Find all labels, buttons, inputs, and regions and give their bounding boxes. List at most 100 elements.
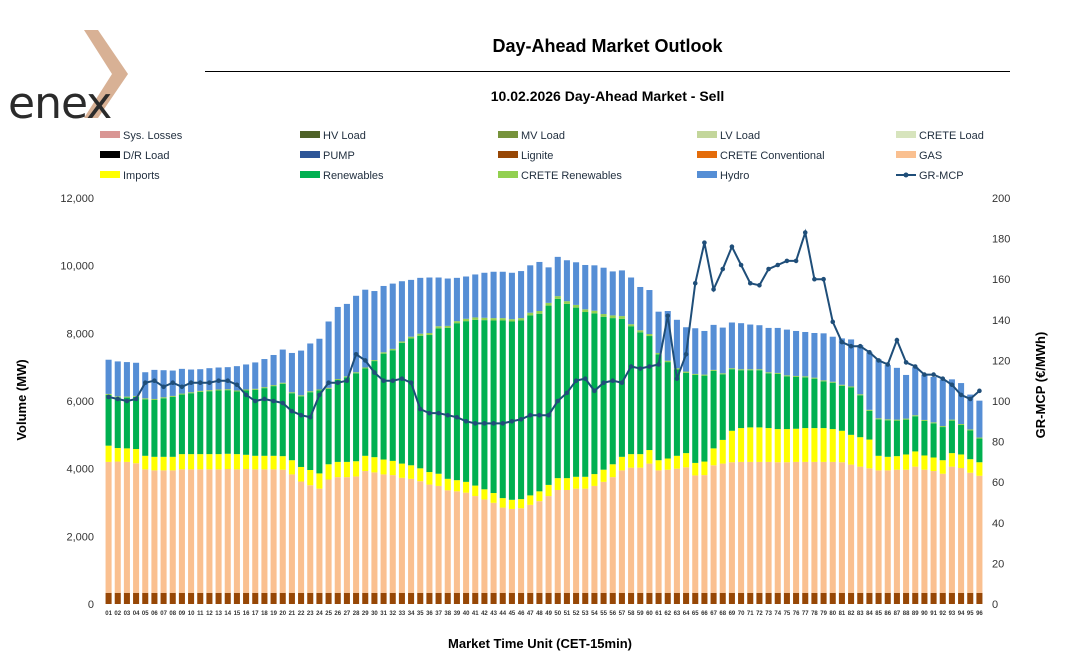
bar-gas — [151, 470, 158, 593]
bar-imports — [793, 428, 800, 462]
bar-lignite — [224, 592, 231, 604]
bar-crete-renewables — [298, 395, 305, 397]
bar-imports — [774, 429, 781, 463]
bar-imports — [435, 473, 442, 486]
bar-imports — [536, 491, 543, 502]
x-tick-label: 32 — [389, 611, 396, 617]
bar-hydro — [123, 362, 130, 397]
bar-gas — [829, 461, 836, 593]
x-tick-label: 29 — [362, 611, 369, 617]
bar-lignite — [371, 592, 378, 604]
bar-lignite — [398, 592, 405, 604]
x-tick-label: 20 — [279, 611, 286, 617]
bar-gas — [756, 461, 763, 593]
bar-lignite — [490, 592, 497, 604]
x-tick-label: 94 — [958, 611, 965, 617]
bar-gas — [508, 508, 515, 593]
bar-renewables — [646, 336, 653, 451]
bar-renewables — [728, 369, 735, 431]
bar-lignite — [893, 592, 900, 604]
mcp-point — [188, 380, 194, 386]
mcp-point — [482, 421, 487, 426]
x-tick-label: 61 — [655, 611, 662, 617]
bar-renewables — [710, 370, 717, 449]
bar-renewables — [554, 298, 561, 479]
bar-gas — [188, 469, 195, 593]
bar-imports — [114, 448, 121, 462]
bar-crete-renewables — [802, 376, 809, 378]
y2-tick-label: 140 — [992, 315, 1010, 327]
bar-lignite — [939, 592, 946, 604]
bar-lignite — [279, 592, 286, 604]
mcp-point — [848, 343, 854, 349]
mcp-point — [720, 266, 726, 272]
bar-renewables — [178, 394, 185, 455]
x-tick-label: 34 — [408, 611, 415, 617]
bar-lignite — [692, 592, 699, 604]
x-tick-label: 52 — [573, 611, 580, 617]
bar-gas — [728, 462, 735, 593]
bar-renewables — [793, 376, 800, 429]
legend-swatch-imports — [100, 171, 120, 178]
bar-gas — [371, 472, 378, 593]
y2-tick-label: 40 — [992, 518, 1004, 530]
y2-tick-label: 0 — [992, 599, 998, 611]
y2-tick-label: 200 — [992, 193, 1010, 205]
bar-renewables — [765, 373, 772, 429]
x-tick-label: 96 — [976, 611, 983, 617]
bar-gas — [783, 462, 790, 593]
bar-crete-renewables — [398, 341, 405, 343]
bar-crete-renewables — [325, 387, 332, 389]
bar-crete-renewables — [499, 318, 506, 321]
bar-renewables — [224, 390, 231, 454]
x-tick-label: 39 — [454, 611, 461, 617]
legend-label-lv-load: LV Load — [720, 130, 760, 142]
bar-hydro — [417, 277, 424, 334]
x-tick-label: 47 — [527, 611, 534, 617]
mcp-point — [408, 380, 414, 386]
bar-renewables — [783, 376, 790, 430]
bar-gas — [206, 469, 213, 593]
x-tick-label: 77 — [802, 611, 809, 617]
bar-lignite — [435, 592, 442, 604]
bar-imports — [490, 493, 497, 503]
bar-lignite — [857, 592, 864, 604]
bar-hydro — [921, 374, 928, 420]
bar-gas — [380, 474, 387, 593]
bar-hydro — [637, 286, 644, 331]
bar-crete-renewables — [710, 369, 717, 371]
y-tick-label: 12,000 — [60, 193, 94, 205]
bar-hydro — [628, 277, 635, 325]
mcp-point — [619, 380, 625, 386]
mcp-point — [903, 360, 909, 365]
bar-renewables — [233, 391, 240, 455]
mcp-point — [234, 382, 240, 388]
bar-crete-renewables — [197, 390, 204, 392]
bar-crete-renewables — [793, 375, 800, 377]
bar-renewables — [637, 332, 644, 455]
bar-lignite — [976, 592, 983, 604]
bar-gas — [848, 464, 855, 593]
bar-gas — [912, 466, 919, 593]
mcp-point — [867, 349, 872, 355]
mcp-point — [124, 398, 130, 404]
bar-lignite — [820, 592, 827, 604]
legend-label-d-r-load: D/R Load — [123, 150, 169, 162]
x-tick-label: 17 — [252, 611, 259, 617]
x-tick-label: 41 — [472, 611, 479, 617]
bar-renewables — [802, 377, 809, 429]
bar-hydro — [591, 265, 598, 311]
bar-renewables — [527, 315, 534, 496]
bar-gas — [683, 467, 690, 593]
bar-lignite — [958, 592, 965, 604]
y-tick-label: 6,000 — [66, 396, 94, 408]
mcp-point — [289, 408, 295, 414]
bar-renewables — [114, 397, 121, 449]
legend-swatch-mv-load — [498, 131, 518, 138]
x-tick-label: 60 — [646, 611, 653, 617]
bar-gas — [105, 461, 112, 593]
bar-gas — [820, 461, 827, 593]
bar-lignite — [673, 592, 680, 604]
bar-lignite — [453, 592, 460, 604]
bar-hydro — [426, 277, 433, 333]
